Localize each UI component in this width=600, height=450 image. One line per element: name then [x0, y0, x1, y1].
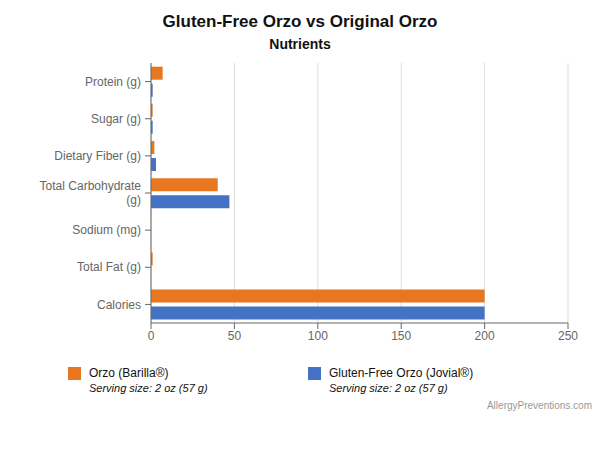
svg-text:Protein (g): Protein (g): [85, 75, 141, 89]
svg-text:50: 50: [228, 329, 242, 343]
svg-text:Calories: Calories: [97, 298, 141, 312]
svg-text:200: 200: [475, 329, 495, 343]
html-text:Serving size: 2 oz (57 g): Serving size: 2 oz (57 g): [89, 382, 208, 394]
svg-text:100: 100: [308, 329, 328, 343]
html-text:Nutrients: Nutrients: [269, 36, 331, 52]
svg-text:Total Carbohydrate(g): Total Carbohydrate(g): [40, 179, 142, 207]
svg-text:150: 150: [391, 329, 411, 343]
html-text:Orzo (Barilla®): Orzo (Barilla®): [89, 366, 169, 380]
svg-text:Sugar (g): Sugar (g): [91, 112, 141, 126]
svg-text:Dietary Fiber (g): Dietary Fiber (g): [54, 149, 141, 163]
html-text:Serving size: 2 oz (57 g): Serving size: 2 oz (57 g): [329, 382, 448, 394]
svg-text:0: 0: [148, 329, 155, 343]
html-text:Gluten-Free Orzo vs Original O: Gluten-Free Orzo vs Original Orzo: [162, 12, 438, 31]
svg-text:Sodium (mg): Sodium (mg): [72, 223, 141, 237]
html-text:Gluten-Free Orzo (Jovial®): Gluten-Free Orzo (Jovial®): [329, 366, 474, 380]
svg-text:Total Fat (g): Total Fat (g): [77, 260, 141, 274]
svg-text:250: 250: [558, 329, 578, 343]
html-text:AllergyPreventions.com: AllergyPreventions.com: [487, 400, 592, 411]
